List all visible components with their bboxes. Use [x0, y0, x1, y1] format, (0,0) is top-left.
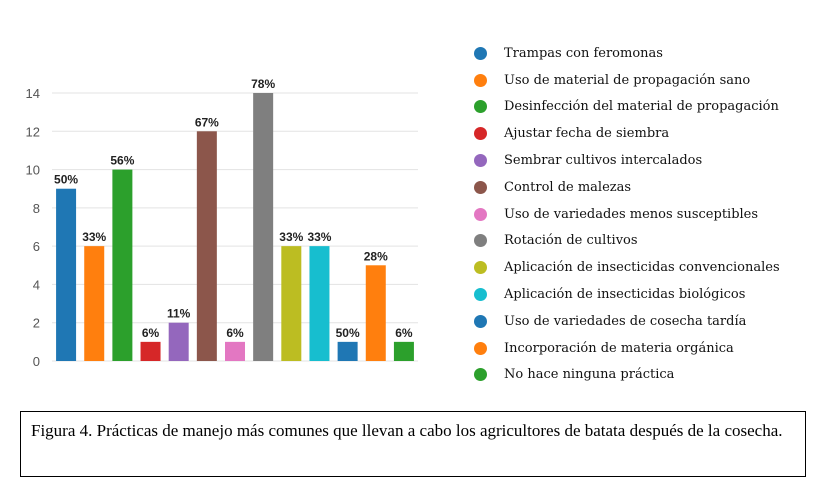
- legend-swatch-icon: [474, 368, 487, 382]
- bar: [196, 131, 217, 361]
- legend-label: Rotación de cultivos: [504, 233, 638, 249]
- legend-label: Aplicación de insecticidas convencionale…: [504, 260, 780, 276]
- legend-swatch-icon: [474, 234, 487, 248]
- y-tick-label: 8: [33, 201, 40, 216]
- bar-data-label: 6%: [142, 326, 160, 340]
- bar-data-label: 67%: [195, 115, 219, 129]
- bar: [253, 93, 274, 361]
- legend-swatch-icon: [474, 180, 487, 194]
- legend-item: No hace ninguna práctica: [474, 362, 780, 389]
- legend: Trampas con feromonas Uso de material de …: [474, 40, 780, 388]
- bars: [56, 93, 414, 361]
- legend-item: Uso de variedades menos susceptibles: [474, 201, 780, 228]
- bar-data-label: 33%: [307, 230, 331, 244]
- legend-swatch-icon: [474, 127, 487, 141]
- legend-swatch-icon: [474, 314, 487, 328]
- legend-item: Uso de material de propagación sano: [474, 67, 780, 94]
- legend-label: Ajustar fecha de siembra: [504, 126, 670, 142]
- bar-data-label: 11%: [167, 307, 191, 321]
- bar: [168, 322, 189, 361]
- legend-swatch-icon: [474, 261, 487, 275]
- legend-label: Aplicación de insecticidas biológicos: [504, 287, 746, 303]
- y-tick-label: 10: [26, 163, 40, 178]
- legend-item: Incorporación de materia orgánica: [474, 335, 780, 362]
- bar: [365, 265, 386, 361]
- bar-data-label: 50%: [54, 173, 78, 187]
- legend-item: Sembrar cultivos intercalados: [474, 147, 780, 174]
- bar: [140, 341, 161, 361]
- bar: [393, 341, 414, 361]
- data-labels: 50% 33% 56% 6% 11% 67% 6% 78% 33% 33% 50% 28% 6%: [54, 77, 413, 340]
- legend-swatch-icon: [474, 288, 487, 302]
- legend-item: Desinfección del material de propagación: [474, 94, 780, 121]
- y-tick-label: 0: [33, 354, 40, 369]
- legend-item: Control de malezas: [474, 174, 780, 201]
- legend-label: Incorporación de materia orgánica: [504, 340, 734, 356]
- legend-swatch-icon: [474, 100, 487, 114]
- bar: [56, 188, 77, 361]
- y-tick-label: 14: [26, 86, 40, 101]
- bar: [112, 169, 133, 361]
- legend-item: Aplicación de insecticidas convencionale…: [474, 254, 780, 281]
- legend-swatch-icon: [474, 341, 487, 355]
- legend-item: Uso de variedades de cosecha tardía: [474, 308, 780, 335]
- legend-label: Uso de variedades de cosecha tardía: [504, 313, 747, 329]
- legend-swatch-icon: [474, 154, 487, 168]
- bar-data-label: 56%: [110, 154, 134, 168]
- y-tick-label: 4: [33, 277, 40, 292]
- legend-label: Trampas con feromonas: [504, 45, 663, 61]
- y-tick-label: 2: [33, 316, 40, 331]
- bar-data-label: 78%: [251, 77, 275, 91]
- legend-swatch-icon: [474, 207, 487, 221]
- legend-swatch-icon: [474, 46, 487, 60]
- bar: [281, 246, 302, 361]
- bar-data-label: 6%: [395, 326, 413, 340]
- legend-label: Uso de material de propagación sano: [504, 72, 751, 88]
- bar: [337, 341, 358, 361]
- legend-item: Rotación de cultivos: [474, 228, 780, 255]
- y-axis-tick-labels: 0 2 4 6 8 10 12 14: [26, 86, 40, 369]
- legend-label: No hace ninguna práctica: [504, 367, 675, 383]
- y-tick-label: 6: [33, 239, 40, 254]
- y-tick-label: 12: [26, 124, 40, 139]
- bar: [309, 246, 330, 361]
- bar: [84, 246, 105, 361]
- bar-data-label: 33%: [279, 230, 303, 244]
- bar-data-label: 6%: [226, 326, 244, 340]
- bar-chart: 0 2 4 6 8 10 12 14 50% 33% 56% 6% 11% 67% 6% 78% 33% 33%…: [26, 77, 418, 369]
- bar-data-label: 33%: [82, 230, 106, 244]
- legend-swatch-icon: [474, 73, 487, 87]
- legend-item: Trampas con feromonas: [474, 40, 780, 67]
- legend-item: Ajustar fecha de siembra: [474, 120, 780, 147]
- legend-label: Desinfección del material de propagación: [504, 99, 779, 115]
- legend-label: Control de malezas: [504, 179, 632, 195]
- legend-item: Aplicación de insecticidas biológicos: [474, 281, 780, 308]
- legend-label: Sembrar cultivos intercalados: [504, 153, 703, 169]
- bar-data-label: 50%: [336, 326, 360, 340]
- bar-data-label: 28%: [364, 249, 388, 263]
- legend-label: Uso de variedades menos susceptibles: [504, 206, 759, 222]
- gridlines: [52, 92, 418, 362]
- bar: [225, 341, 245, 361]
- figure-caption: Figura 4. Prácticas de manejo más comune…: [20, 411, 806, 477]
